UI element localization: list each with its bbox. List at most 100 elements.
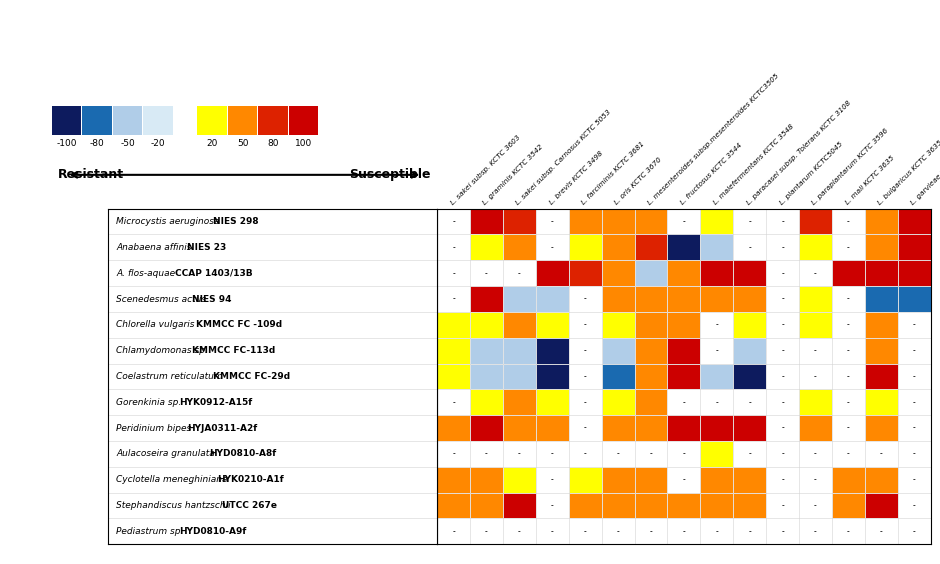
Text: -: - (814, 475, 817, 484)
Bar (602, 209, 634, 235)
Bar (437, 338, 470, 364)
Bar (766, 389, 799, 415)
Bar (470, 389, 503, 415)
Bar (799, 312, 832, 338)
Bar (536, 261, 569, 286)
Text: -: - (584, 450, 587, 459)
Bar (437, 415, 470, 441)
Text: L. paracasei subsp. Tolerans KCTC 3108: L. paracasei subsp. Tolerans KCTC 3108 (745, 99, 852, 206)
Bar (667, 518, 700, 544)
Bar (898, 492, 931, 518)
Bar (667, 286, 700, 312)
Text: -: - (880, 450, 883, 459)
Bar (700, 209, 733, 235)
Bar (634, 518, 667, 544)
Bar (832, 389, 865, 415)
Text: -: - (913, 320, 916, 329)
Bar (503, 338, 536, 364)
Bar (733, 286, 766, 312)
Text: Resistant: Resistant (58, 168, 124, 182)
Text: -100: -100 (56, 139, 77, 148)
Bar (865, 209, 898, 235)
Bar (569, 338, 602, 364)
Bar (470, 364, 503, 389)
Text: -: - (452, 527, 455, 536)
Bar (52, 106, 81, 135)
Bar (634, 415, 667, 441)
Text: HYD0810-A9f: HYD0810-A9f (179, 527, 246, 536)
Text: UTCC 267e: UTCC 267e (222, 501, 276, 510)
Text: -: - (682, 398, 685, 407)
Bar (602, 518, 634, 544)
Text: -: - (913, 372, 916, 381)
Bar (667, 467, 700, 492)
Bar (470, 312, 503, 338)
Text: -: - (584, 527, 587, 536)
Bar (536, 415, 569, 441)
Text: -: - (814, 527, 817, 536)
Text: -: - (715, 527, 718, 536)
Text: Peridinium bipes: Peridinium bipes (117, 424, 192, 433)
Bar (733, 415, 766, 441)
Bar (503, 415, 536, 441)
Text: L. mali KCTC 3635: L. mali KCTC 3635 (844, 155, 895, 206)
Text: L. paraplantarum KCTC 3596: L. paraplantarum KCTC 3596 (811, 127, 890, 206)
Bar (667, 364, 700, 389)
Bar (503, 312, 536, 338)
Bar (733, 209, 766, 235)
Text: -80: -80 (90, 139, 104, 148)
Text: -: - (748, 527, 751, 536)
Bar (799, 415, 832, 441)
Bar (700, 312, 733, 338)
Bar (667, 492, 700, 518)
Bar (766, 209, 799, 235)
Text: -: - (781, 527, 784, 536)
Bar (865, 364, 898, 389)
Text: KMMCC FC -109d: KMMCC FC -109d (196, 320, 282, 329)
Text: -: - (748, 398, 751, 407)
Text: 20: 20 (207, 139, 218, 148)
Bar (865, 492, 898, 518)
Text: -: - (847, 372, 850, 381)
Text: L. graminis KCTC 3542: L. graminis KCTC 3542 (482, 143, 544, 206)
Text: -: - (847, 243, 850, 252)
Text: HYK0210-A1f: HYK0210-A1f (217, 475, 284, 484)
Bar (865, 415, 898, 441)
Text: -: - (781, 501, 784, 510)
Text: -: - (650, 450, 652, 459)
Text: -: - (814, 501, 817, 510)
Bar (733, 441, 766, 467)
Text: Anabaena affinis: Anabaena affinis (117, 243, 192, 252)
Bar (536, 235, 569, 261)
Bar (602, 286, 634, 312)
Bar (602, 389, 634, 415)
Bar (700, 441, 733, 467)
Text: -: - (485, 268, 488, 277)
Bar (536, 312, 569, 338)
Bar (503, 364, 536, 389)
Text: -: - (551, 475, 554, 484)
Bar (634, 338, 667, 364)
Bar (470, 235, 503, 261)
Text: -: - (847, 320, 850, 329)
Text: L. bulgaricus KCTC 3635: L. bulgaricus KCTC 3635 (877, 139, 940, 206)
Bar (766, 518, 799, 544)
Bar (536, 492, 569, 518)
Bar (898, 467, 931, 492)
Bar (832, 312, 865, 338)
Bar (437, 518, 470, 544)
Text: -: - (913, 450, 916, 459)
Bar (733, 467, 766, 492)
Text: -: - (781, 268, 784, 277)
Text: -: - (847, 217, 850, 226)
Text: -: - (650, 527, 652, 536)
Bar (733, 312, 766, 338)
Bar (634, 286, 667, 312)
Bar (289, 106, 318, 135)
Text: A. flos-aquae: A. flos-aquae (117, 268, 176, 277)
Bar (634, 467, 667, 492)
Bar (667, 389, 700, 415)
Bar (667, 261, 700, 286)
Text: -: - (452, 294, 455, 303)
Bar (536, 467, 569, 492)
